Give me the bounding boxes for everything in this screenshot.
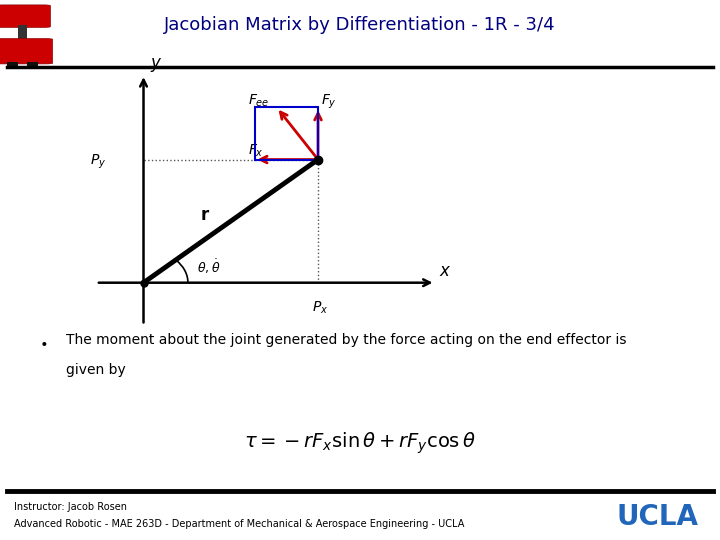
Text: $F_{ee}$: $F_{ee}$ (248, 93, 270, 110)
Text: Jacobian Matrix by Differentiation - 1R - 3/4: Jacobian Matrix by Differentiation - 1R … (164, 16, 556, 33)
Text: $\tau = -rF_x \sin\theta + rF_y \cos\theta$: $\tau = -rF_x \sin\theta + rF_y \cos\the… (244, 430, 476, 456)
Text: UCLA: UCLA (616, 503, 698, 531)
Bar (27, 62, 38, 69)
Text: given by: given by (66, 363, 125, 377)
Text: $P_y$: $P_y$ (89, 152, 106, 171)
Bar (255, 107, 318, 159)
Text: $F_y$: $F_y$ (321, 93, 337, 111)
Text: $\mathbf{r}$: $\mathbf{r}$ (199, 206, 210, 224)
Text: $y$: $y$ (150, 56, 163, 75)
Bar (18, 25, 27, 40)
Text: $\bullet$: $\bullet$ (39, 335, 48, 349)
Text: $F_x$: $F_x$ (248, 143, 264, 159)
Text: $x$: $x$ (438, 262, 451, 280)
Bar (7, 62, 18, 69)
FancyBboxPatch shape (0, 39, 53, 64)
FancyBboxPatch shape (0, 5, 50, 28)
Text: $P_x$: $P_x$ (312, 299, 328, 315)
Text: The moment about the joint generated by the force acting on the end effector is: The moment about the joint generated by … (66, 333, 626, 347)
Text: $\theta, \dot{\theta}$: $\theta, \dot{\theta}$ (197, 258, 221, 276)
Text: Instructor: Jacob Rosen: Instructor: Jacob Rosen (14, 502, 127, 511)
Text: Advanced Robotic - MAE 263D - Department of Mechanical & Aerospace Engineering -: Advanced Robotic - MAE 263D - Department… (14, 519, 465, 529)
